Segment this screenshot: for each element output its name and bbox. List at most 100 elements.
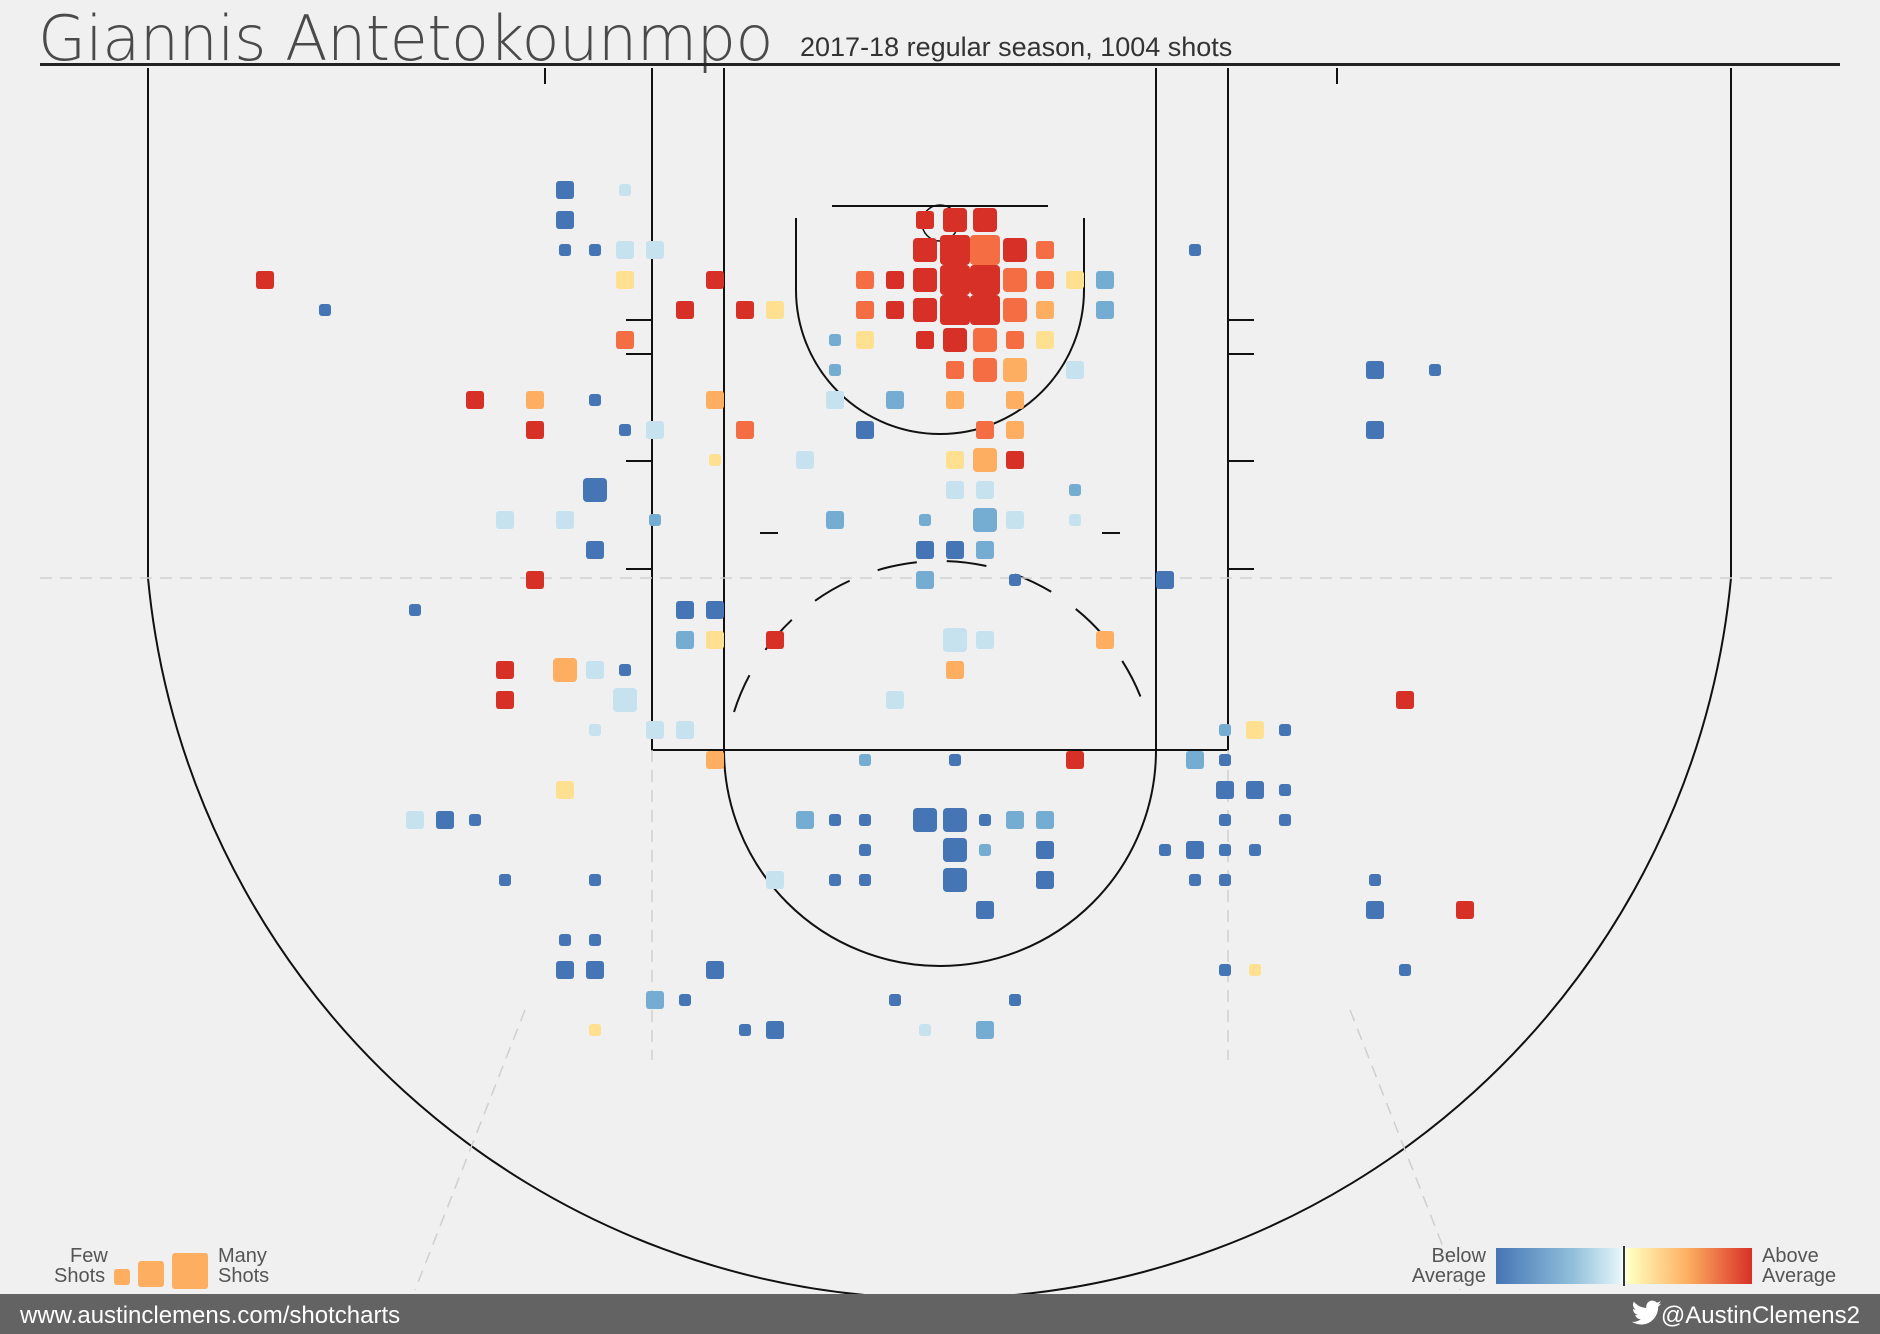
- shot-cell: [1366, 901, 1384, 919]
- shot-cell: [1066, 361, 1084, 379]
- shot-cell: [739, 1024, 751, 1036]
- shot-cell: [946, 541, 964, 559]
- shot-cell: [1219, 754, 1231, 766]
- shot-cell: [916, 211, 934, 229]
- three-point-line: [148, 68, 1731, 1294]
- size-swatch-large: [172, 1253, 208, 1289]
- shot-cell: [706, 391, 724, 409]
- shot-cell: [940, 295, 970, 325]
- shot-cell: [1036, 841, 1054, 859]
- shot-cell: [859, 754, 871, 766]
- shot-cell: [766, 301, 784, 319]
- shot-cell: [919, 514, 931, 526]
- shot-cell: [1096, 271, 1114, 289]
- shot-cell: [1219, 964, 1231, 976]
- shot-cell: [706, 751, 724, 769]
- shot-cell: [856, 301, 874, 319]
- shot-cell: [619, 664, 631, 676]
- shot-cell: [973, 328, 997, 352]
- shot-cell: [1189, 244, 1201, 256]
- shot-cell: [976, 901, 994, 919]
- shot-cell: [706, 271, 724, 289]
- shot-cell: [559, 934, 571, 946]
- court-lines: [148, 68, 1731, 1294]
- shot-cell: [1096, 631, 1114, 649]
- shot-cell: [616, 241, 634, 259]
- shot-cell: [766, 631, 784, 649]
- shot-cell: [829, 334, 841, 346]
- shot-cell: [766, 871, 784, 889]
- shot-cell: [946, 451, 964, 469]
- guide-lines: [40, 578, 1840, 1290]
- shot-cell: [913, 268, 937, 292]
- shot-cell: [1219, 724, 1231, 736]
- shot-cell: [646, 241, 664, 259]
- shot-cell: [406, 811, 424, 829]
- shot-cell: [796, 451, 814, 469]
- shot-cell: [1006, 451, 1024, 469]
- shot-cell: [1096, 301, 1114, 319]
- shot-cell: [943, 328, 967, 352]
- shot-cell: [556, 211, 574, 229]
- shot-cell: [856, 331, 874, 349]
- shot-cell: [1156, 571, 1174, 589]
- free-throw-circle-dashed: [734, 561, 1146, 712]
- shot-cells: [256, 181, 1474, 1039]
- shot-cell: [1219, 844, 1231, 856]
- shot-cell: [1003, 298, 1027, 322]
- shot-cell: [829, 364, 841, 376]
- shot-cell: [736, 301, 754, 319]
- shot-cell: [676, 601, 694, 619]
- shot-cell: [589, 244, 601, 256]
- shot-cell: [859, 874, 871, 886]
- size-legend-low-label: Few: [70, 1246, 104, 1266]
- size-legend-high-label: Many: [218, 1246, 267, 1266]
- shot-cell: [973, 448, 997, 472]
- shot-cell: [706, 601, 724, 619]
- shot-cell: [976, 481, 994, 499]
- shot-cell: [796, 811, 814, 829]
- shot-cell: [943, 838, 967, 862]
- shot-cell: [616, 331, 634, 349]
- shot-cell: [889, 994, 901, 1006]
- footer-twitter-handle[interactable]: @AustinClemens2: [1661, 1302, 1860, 1330]
- shot-cell: [436, 811, 454, 829]
- shot-cell: [496, 511, 514, 529]
- shot-cell: [1159, 844, 1171, 856]
- shot-cell: [1069, 514, 1081, 526]
- shot-cell: [1006, 391, 1024, 409]
- shot-cell: [1036, 331, 1054, 349]
- shot-cell: [829, 874, 841, 886]
- shot-cell: [1216, 781, 1234, 799]
- shot-cell: [1006, 421, 1024, 439]
- shot-cell: [919, 1024, 931, 1036]
- shot-cell: [409, 604, 421, 616]
- shot-cell: [589, 874, 601, 886]
- color-scale-average-marker: [1623, 1246, 1625, 1286]
- size-legend-high-label-2: Shots: [218, 1266, 269, 1286]
- shot-cell: [676, 301, 694, 319]
- shot-cell: [556, 781, 574, 799]
- shot-cell: [973, 508, 997, 532]
- shot-cell: [646, 721, 664, 739]
- shot-cell: [1279, 814, 1291, 826]
- shot-cell: [499, 874, 511, 886]
- shot-cell: [1366, 361, 1384, 379]
- color-legend-low-label-2: Average: [1400, 1266, 1486, 1286]
- footer-url-link[interactable]: www.austinclemens.com/shotcharts: [20, 1302, 400, 1330]
- shot-cell: [709, 454, 721, 466]
- shot-cell: [946, 361, 964, 379]
- shot-cell: [1219, 814, 1231, 826]
- shot-cell: [496, 691, 514, 709]
- shot-cell: [916, 331, 934, 349]
- shot-cell: [1009, 574, 1021, 586]
- shot-cell: [586, 961, 604, 979]
- shot-cell: [1219, 874, 1231, 886]
- shot-cell: [1066, 751, 1084, 769]
- shot-cell: [979, 814, 991, 826]
- shot-cell: [553, 658, 577, 682]
- shot-cell: [1396, 691, 1414, 709]
- shot-cell: [649, 514, 661, 526]
- shot-cell: [589, 724, 601, 736]
- shot-cell: [1006, 811, 1024, 829]
